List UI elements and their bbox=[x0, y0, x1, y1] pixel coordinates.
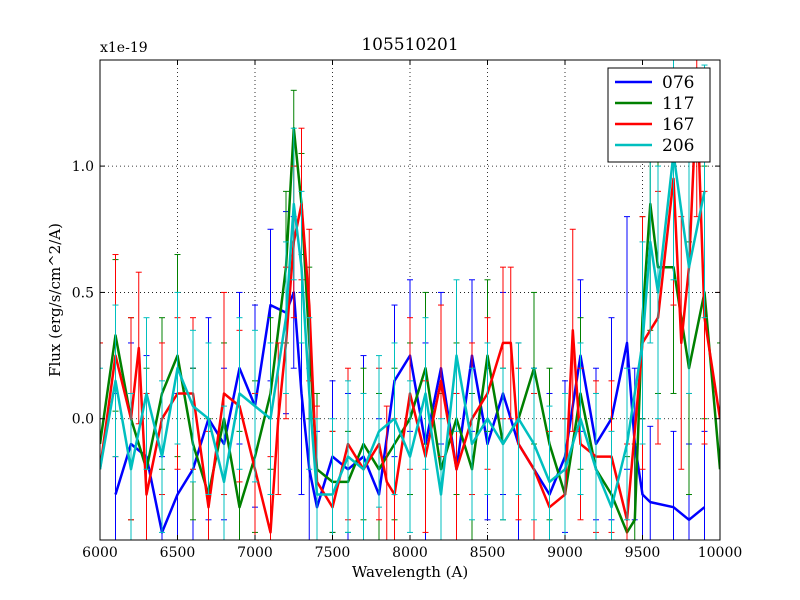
legend-box bbox=[607, 67, 711, 163]
series-line-167 bbox=[100, 89, 720, 534]
series-line-076 bbox=[114, 291, 706, 534]
axis-ticks: 6000 6500 7000 7500 8000 8500 9000 9500 10000 0.0… bbox=[72, 60, 743, 561]
x-tick-label: 6000 bbox=[82, 545, 118, 561]
legend-label-076: 076 bbox=[662, 73, 694, 93]
x-axis-label: Wavelength (A) bbox=[352, 563, 468, 581]
y-axis-label: Flux (erg/s/cm^2/A) bbox=[46, 223, 64, 377]
y-tick-label: 0.5 bbox=[72, 285, 94, 301]
series-line-206 bbox=[100, 152, 706, 509]
x-tick-label: 8500 bbox=[470, 545, 506, 561]
x-tick-label: 7500 bbox=[315, 545, 351, 561]
series-206 bbox=[100, 60, 708, 540]
x-tick-label: 9000 bbox=[547, 545, 583, 561]
chart-title: 105510201 bbox=[361, 35, 458, 55]
x-tick-label: 6500 bbox=[160, 545, 196, 561]
legend-label-117: 117 bbox=[662, 94, 694, 114]
legend-label-206: 206 bbox=[662, 136, 694, 156]
series-layer bbox=[100, 60, 720, 540]
y-tick-label: 1.0 bbox=[72, 159, 94, 175]
x-tick-label: 10000 bbox=[698, 545, 743, 561]
legend-label-167: 167 bbox=[662, 115, 694, 135]
y-tick-label: 0.0 bbox=[72, 412, 94, 428]
x-tick-label: 7000 bbox=[237, 545, 273, 561]
y-multiplier-label: x1e-19 bbox=[100, 40, 148, 56]
x-tick-label: 8000 bbox=[392, 545, 428, 561]
x-tick-label: 9500 bbox=[625, 545, 661, 561]
